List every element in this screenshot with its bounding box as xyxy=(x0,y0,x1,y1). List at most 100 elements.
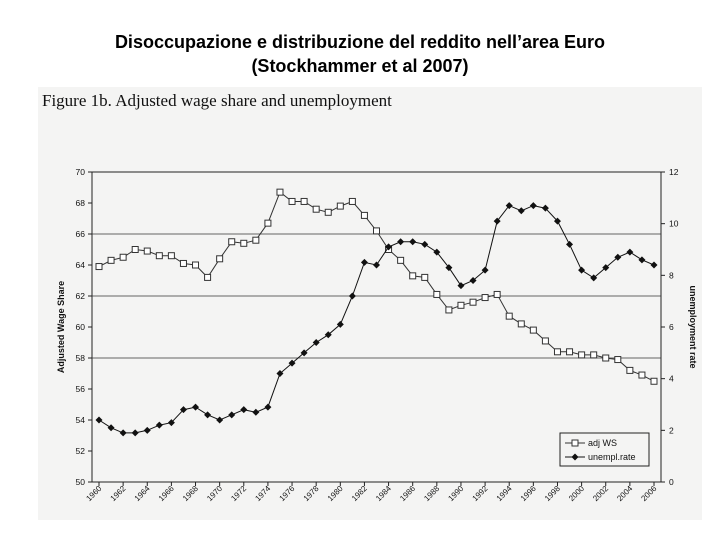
point-adj-ws xyxy=(553,348,561,356)
point-adj-ws xyxy=(602,354,610,362)
point-unempl-rate xyxy=(650,261,658,269)
slide-title-line1: Disoccupazione e distribuzione del reddi… xyxy=(114,32,606,52)
right-tick-label: 6 xyxy=(669,322,674,332)
point-unempl-rate xyxy=(517,207,525,215)
point-adj-ws xyxy=(409,272,417,280)
point-unempl-rate xyxy=(385,243,393,251)
left-tick-label: 54 xyxy=(76,415,86,425)
point-unempl-rate xyxy=(433,248,441,256)
point-unempl-rate xyxy=(373,261,380,269)
point-adj-ws xyxy=(541,337,549,345)
x-tick-label: 1986 xyxy=(398,484,417,503)
point-adj-ws xyxy=(360,211,368,219)
point-adj-ws xyxy=(216,255,224,263)
point-adj-ws xyxy=(614,356,622,364)
point-unempl-rate xyxy=(590,274,598,282)
point-adj-ws xyxy=(204,273,212,281)
point-adj-ws xyxy=(95,263,103,271)
point-unempl-rate xyxy=(204,411,212,419)
point-unempl-rate xyxy=(348,292,356,300)
x-tick-label: 2002 xyxy=(591,484,610,503)
point-unempl-rate xyxy=(469,277,477,284)
x-tick-label: 1994 xyxy=(495,484,514,503)
point-unempl-rate xyxy=(179,406,187,414)
point-unempl-rate xyxy=(457,282,465,290)
point-adj-ws xyxy=(252,236,260,244)
point-unempl-rate xyxy=(300,349,308,357)
x-tick-label: 1968 xyxy=(181,484,200,503)
series-layer xyxy=(95,188,658,437)
point-unempl-rate xyxy=(602,264,610,272)
x-tick-label: 1996 xyxy=(519,484,538,503)
point-unempl-rate xyxy=(397,238,405,246)
x-tick-label: 1990 xyxy=(446,484,465,503)
x-tick-label: 2006 xyxy=(639,484,658,503)
point-unempl-rate xyxy=(264,403,272,411)
point-adj-ws xyxy=(421,273,429,281)
point-unempl-rate xyxy=(131,429,139,437)
point-adj-ws xyxy=(167,252,175,260)
point-adj-ws xyxy=(300,197,308,205)
point-unempl-rate xyxy=(228,411,236,419)
left-tick-label: 58 xyxy=(76,353,86,363)
point-unempl-rate xyxy=(288,359,296,367)
point-adj-ws xyxy=(433,290,441,298)
right-tick-label: 0 xyxy=(669,477,674,487)
point-adj-ws xyxy=(493,290,501,298)
x-tick-label: 2000 xyxy=(567,484,586,503)
point-adj-ws xyxy=(336,202,344,210)
point-adj-ws xyxy=(590,351,598,359)
point-unempl-rate xyxy=(529,202,537,210)
right-tick-label: 10 xyxy=(669,219,679,229)
point-adj-ws xyxy=(107,256,115,264)
point-unempl-rate xyxy=(360,258,368,266)
left-tick-label: 68 xyxy=(76,198,86,208)
right-axis-label: unemployment rate xyxy=(688,285,698,368)
legend: adj WS unempl.rate xyxy=(559,432,650,467)
point-adj-ws xyxy=(131,246,139,253)
x-tick-label: 1966 xyxy=(157,484,176,503)
point-unempl-rate xyxy=(252,408,260,416)
gridlines xyxy=(92,233,661,359)
left-tick-label: 60 xyxy=(76,322,86,332)
x-tick-label: 1984 xyxy=(374,484,393,503)
point-adj-ws xyxy=(397,256,405,264)
left-axis-ticks: 50 52 54 56 58 60 62 64 66 68 70 xyxy=(76,167,92,487)
point-adj-ws xyxy=(517,320,525,328)
point-adj-ws xyxy=(348,197,356,205)
left-tick-label: 52 xyxy=(76,446,86,456)
legend-box xyxy=(559,432,650,467)
point-unempl-rate xyxy=(95,416,103,424)
point-adj-ws xyxy=(457,301,465,309)
point-unempl-rate xyxy=(638,256,646,264)
x-tick-label: 1988 xyxy=(422,484,441,503)
point-adj-ws xyxy=(288,197,296,205)
x-tick-label: 2004 xyxy=(615,484,634,503)
left-tick-label: 56 xyxy=(76,384,86,394)
x-tick-label: 1962 xyxy=(109,484,128,503)
x-tick-label: 1998 xyxy=(543,484,562,503)
point-adj-ws xyxy=(481,294,489,302)
slide-title-line2: (Stockhammer et al 2007) xyxy=(251,56,469,76)
point-adj-ws xyxy=(469,298,477,306)
legend-label-unempl: unempl.rate xyxy=(588,452,636,462)
point-adj-ws xyxy=(650,377,658,385)
point-adj-ws xyxy=(312,205,320,213)
point-adj-ws xyxy=(264,219,272,227)
x-tick-label: 1978 xyxy=(302,484,321,503)
right-tick-label: 4 xyxy=(669,374,674,384)
slide-title: Disoccupazione e distribuzione del reddi… xyxy=(0,30,720,78)
x-tick-label: 1980 xyxy=(326,484,345,503)
point-unempl-rate xyxy=(276,370,284,377)
point-unempl-rate xyxy=(336,320,344,328)
left-tick-label: 64 xyxy=(76,260,86,270)
point-adj-ws xyxy=(192,261,200,269)
point-unempl-rate xyxy=(505,202,513,210)
point-unempl-rate xyxy=(481,266,489,274)
point-unempl-rate xyxy=(119,429,127,437)
point-adj-ws xyxy=(143,247,151,255)
right-tick-label: 8 xyxy=(669,270,674,280)
point-unempl-rate xyxy=(192,403,200,411)
point-adj-ws xyxy=(638,371,646,379)
